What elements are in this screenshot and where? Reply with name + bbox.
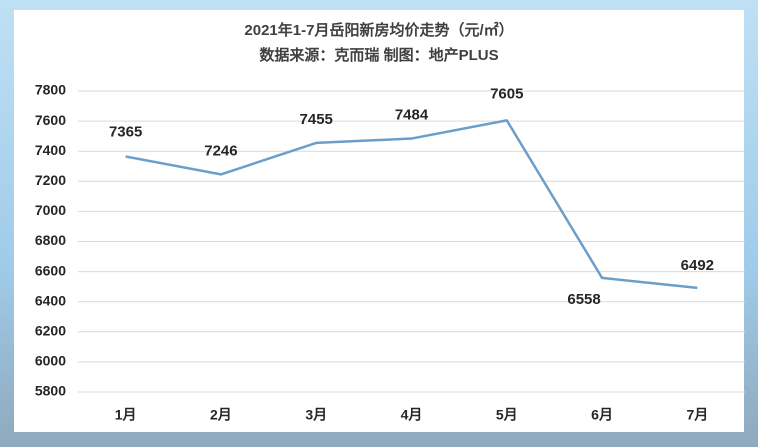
chart-subtitle: 数据来源：克而瑞 制图：地产PLUS <box>259 46 498 64</box>
chart-title: 2021年1-7月岳阳新房均价走势（元/㎡） <box>244 21 513 39</box>
y-tick-label: 7200 <box>35 172 66 188</box>
y-tick-label: 7600 <box>35 112 66 128</box>
y-tick-label: 6000 <box>35 353 66 369</box>
x-tick-label: 1月 <box>115 407 137 423</box>
y-tick-label: 6800 <box>35 232 66 248</box>
data-label: 7484 <box>395 107 429 124</box>
x-tick-label: 6月 <box>591 407 613 423</box>
plot-panel <box>14 10 744 432</box>
x-tick-label: 5月 <box>496 407 518 423</box>
data-line <box>125 119 698 290</box>
data-label: 7246 <box>204 142 237 159</box>
data-label: 7455 <box>300 111 333 128</box>
data-label: 7365 <box>109 123 142 140</box>
y-tick-label: 6200 <box>35 323 66 339</box>
x-tick-label: 7月 <box>686 407 708 423</box>
y-tick-label: 6400 <box>35 292 66 308</box>
y-tick-label: 7400 <box>35 142 66 158</box>
y-tick-label: 7800 <box>35 82 66 98</box>
x-tick-label: 2月 <box>210 407 232 423</box>
data-label: 6558 <box>567 291 600 308</box>
y-tick-label: 6600 <box>35 262 66 278</box>
data-label: 6492 <box>681 257 714 274</box>
x-tick-label: 3月 <box>305 407 327 423</box>
data-label: 7605 <box>490 85 523 102</box>
x-tick-label: 4月 <box>401 407 423 423</box>
y-tick-label: 7000 <box>35 202 66 218</box>
y-tick-label: 5800 <box>35 383 66 399</box>
